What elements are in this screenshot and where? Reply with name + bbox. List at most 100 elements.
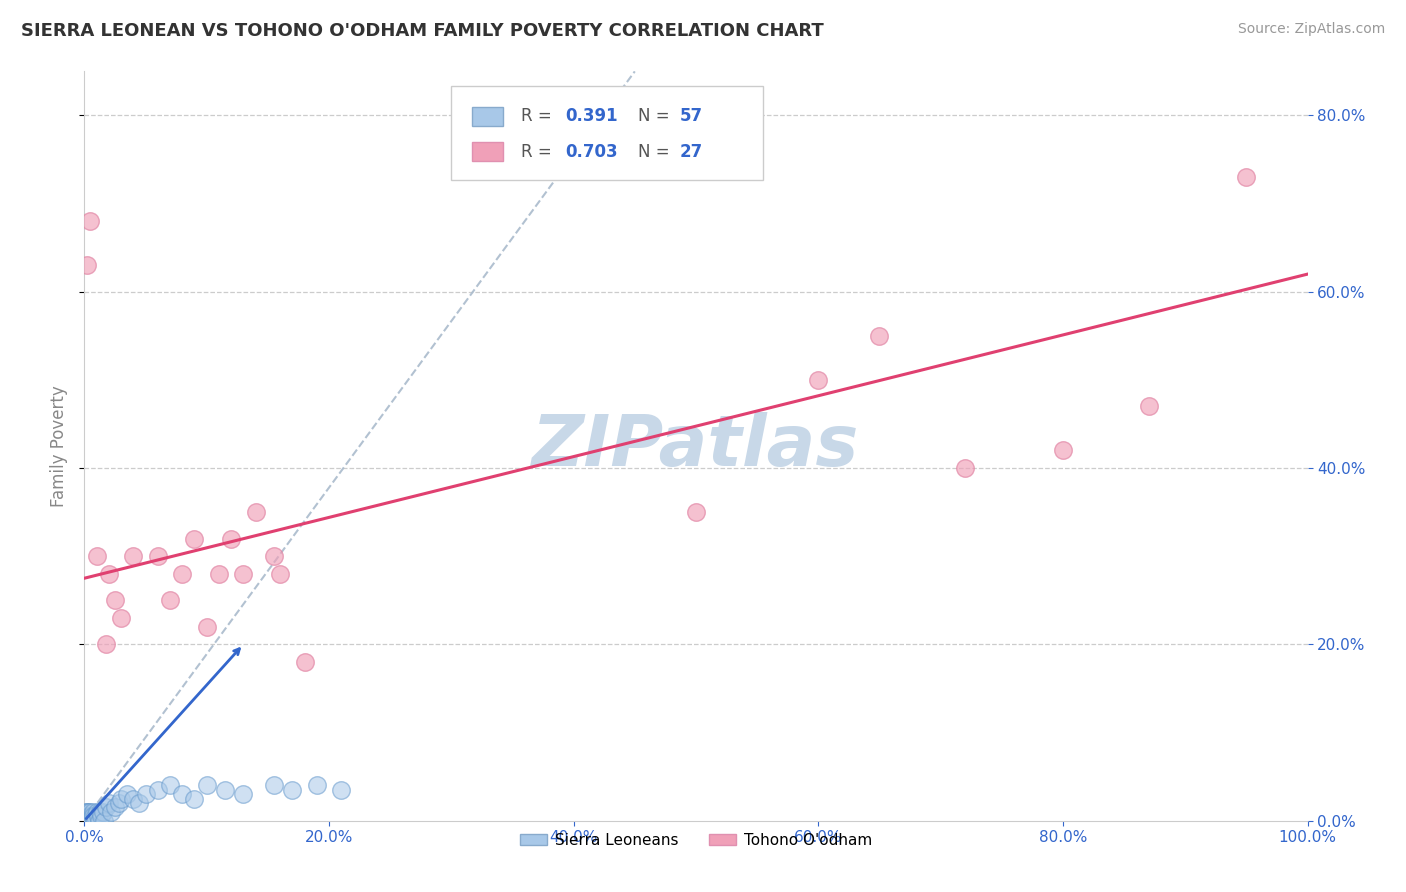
Point [110, 791, 132, 805]
Point [305, 778, 328, 792]
Point [330, 782, 353, 797]
Point [83, 814, 105, 828]
Point [82, 809, 104, 823]
Point [90, 809, 112, 823]
Point [86, 549, 108, 564]
Point [183, 532, 205, 546]
Point [77, 814, 100, 828]
Text: 27: 27 [681, 143, 703, 161]
Point [219, 532, 242, 546]
Point [135, 787, 157, 801]
Point [79, 214, 101, 228]
Point [208, 566, 231, 581]
Point [77, 814, 100, 828]
Point [76, 809, 98, 823]
Point [122, 549, 145, 564]
Point [263, 778, 285, 792]
Point [76, 814, 98, 828]
Text: SIERRA LEONEAN VS TOHONO O'ODHAM FAMILY POVERTY CORRELATION CHART: SIERRA LEONEAN VS TOHONO O'ODHAM FAMILY … [21, 22, 824, 40]
Point [1137, 400, 1160, 414]
Point [183, 791, 205, 805]
Point [75, 814, 97, 828]
Legend: Sierra Leoneans, Tohono O'odham: Sierra Leoneans, Tohono O'odham [513, 827, 879, 855]
Point [172, 566, 194, 581]
Point [232, 787, 254, 801]
Point [104, 593, 127, 607]
Point [128, 796, 150, 810]
Point [75, 805, 97, 819]
Point [75, 814, 97, 828]
Text: Source: ZipAtlas.com: Source: ZipAtlas.com [1237, 22, 1385, 37]
Point [79, 809, 101, 823]
Point [263, 549, 285, 564]
Text: 0.391: 0.391 [565, 107, 617, 125]
FancyBboxPatch shape [451, 87, 763, 180]
Point [294, 655, 316, 669]
Point [73, 814, 96, 828]
Point [195, 778, 218, 792]
Point [80, 809, 103, 823]
Point [75, 814, 97, 828]
Text: ZIPatlas: ZIPatlas [533, 411, 859, 481]
Point [159, 593, 181, 607]
Text: N =: N = [638, 107, 675, 125]
Y-axis label: Family Poverty: Family Poverty [51, 385, 69, 507]
FancyBboxPatch shape [472, 142, 503, 161]
Point [84, 814, 107, 828]
Point [281, 782, 304, 797]
Point [93, 814, 115, 828]
Point [77, 805, 100, 819]
Point [869, 328, 891, 343]
Point [115, 787, 138, 801]
Point [77, 809, 100, 823]
Point [84, 809, 107, 823]
Point [195, 620, 218, 634]
Point [80, 814, 103, 828]
Text: N =: N = [638, 143, 675, 161]
Point [76, 814, 98, 828]
Point [89, 805, 111, 819]
Point [97, 566, 120, 581]
Point [76, 258, 98, 272]
Point [110, 611, 132, 625]
Point [82, 805, 104, 819]
Point [685, 505, 707, 519]
Point [87, 814, 110, 828]
Point [146, 549, 169, 564]
Point [75, 809, 97, 823]
Point [100, 805, 122, 819]
Point [77, 814, 100, 828]
Point [75, 814, 97, 828]
Point [91, 805, 114, 819]
Point [97, 796, 120, 810]
Point [107, 796, 129, 810]
FancyBboxPatch shape [472, 107, 503, 126]
Text: 57: 57 [681, 107, 703, 125]
Point [159, 778, 181, 792]
Point [96, 637, 118, 651]
Point [76, 805, 98, 819]
Point [77, 809, 100, 823]
Point [1236, 170, 1258, 185]
Point [79, 814, 101, 828]
Text: R =: R = [522, 107, 557, 125]
Point [122, 791, 145, 805]
Point [214, 782, 236, 797]
Point [79, 805, 101, 819]
Text: R =: R = [522, 143, 557, 161]
Point [953, 461, 976, 475]
Point [269, 566, 291, 581]
Point [245, 505, 267, 519]
Point [1052, 443, 1074, 458]
Point [76, 814, 98, 828]
Point [77, 814, 100, 828]
Point [104, 800, 127, 814]
Point [146, 782, 169, 797]
Point [807, 373, 830, 387]
Point [96, 800, 118, 814]
Point [172, 787, 194, 801]
Point [232, 566, 254, 581]
Point [86, 805, 108, 819]
Text: 0.703: 0.703 [565, 143, 617, 161]
Point [87, 809, 110, 823]
